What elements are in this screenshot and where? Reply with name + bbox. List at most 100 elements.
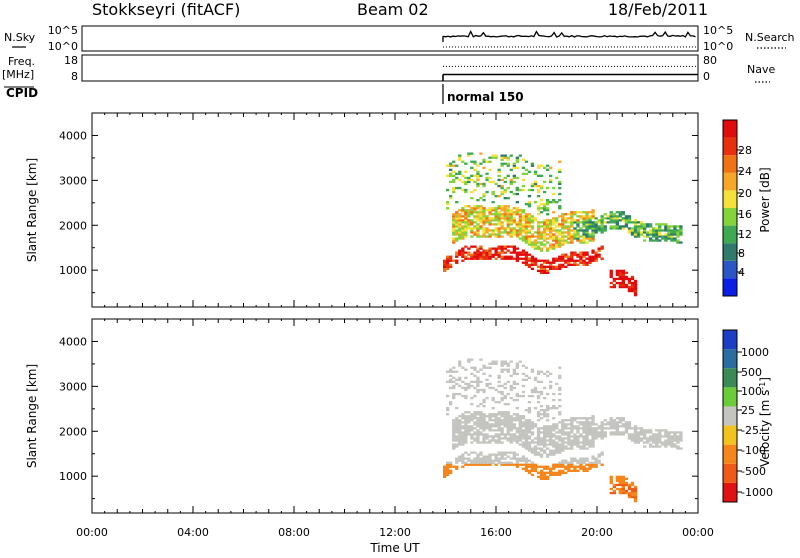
- velocity-cell: [503, 411, 507, 414]
- power-cell: [643, 239, 647, 242]
- velocity-cell: [485, 461, 489, 464]
- power-cell: [473, 205, 477, 208]
- velocity-cell: [461, 435, 465, 438]
- velocity-cell: [555, 407, 559, 410]
- power-x-ticks: [91, 113, 699, 307]
- power-cell: [570, 225, 574, 228]
- power-cell: [627, 231, 632, 234]
- power-cell: [643, 225, 647, 228]
- power-cell: [552, 245, 556, 248]
- velocity-cell: [461, 439, 465, 442]
- power-cell: [473, 215, 477, 218]
- velocity-cell: [630, 495, 635, 499]
- power-cell: [524, 253, 529, 256]
- power-cell: [473, 209, 477, 212]
- velocity-cell: [612, 427, 616, 430]
- velocity-cell: [567, 431, 571, 434]
- velocity-cell: [649, 445, 653, 448]
- power-cell: [467, 227, 471, 230]
- velocity-cell: [627, 425, 632, 428]
- power-cell: [527, 203, 532, 206]
- power-cell: [621, 275, 625, 279]
- power-cell: [585, 223, 589, 226]
- power-cell: [485, 176, 489, 180]
- velocity-cell: [455, 467, 459, 470]
- velocity-cell: [612, 431, 616, 434]
- velocity-cell: [473, 421, 477, 424]
- power-cell: [543, 209, 547, 212]
- power-cell: [543, 207, 547, 210]
- power-cell: [482, 166, 486, 169]
- velocity-cell: [530, 469, 535, 472]
- power-cell: [570, 251, 574, 254]
- velocity-cell: [509, 396, 513, 400]
- velocity-cell: [530, 368, 535, 371]
- power-cell: [597, 227, 601, 230]
- power-cell: [536, 259, 541, 262]
- velocity-cell: [676, 439, 680, 442]
- velocity-cell: [646, 439, 650, 442]
- colorbar-swatch: [723, 278, 737, 296]
- velocity-cell: [467, 453, 471, 456]
- power-cell: [543, 235, 547, 238]
- velocity-cell: [458, 443, 462, 446]
- power-cell: [494, 247, 498, 250]
- power-cell: [588, 219, 592, 222]
- power-cell: [509, 209, 513, 212]
- velocity-cell: [543, 467, 547, 470]
- power-cell: [500, 184, 504, 188]
- power-cell: [470, 152, 474, 155]
- power-cell: [479, 257, 483, 260]
- power-cell: [552, 192, 556, 196]
- velocity-cell: [443, 469, 447, 472]
- velocity-cell: [664, 435, 668, 438]
- power-cell: [536, 225, 541, 228]
- velocity-cell: [530, 461, 535, 464]
- velocity-cell: [543, 441, 547, 444]
- power-cell: [524, 259, 529, 262]
- power-cell: [524, 219, 529, 222]
- power-cell: [500, 154, 504, 157]
- velocity-cell: [482, 366, 486, 369]
- velocity-cell: [543, 435, 547, 438]
- velocity-cell: [485, 459, 489, 462]
- velocity-cell: [549, 433, 553, 436]
- velocity-cell: [527, 449, 532, 452]
- power-cell: [512, 192, 516, 196]
- velocity-cell: [476, 439, 480, 442]
- power-cell: [561, 259, 565, 262]
- velocity-cell: [509, 433, 513, 436]
- power-cell: [652, 233, 656, 236]
- power-cell: [467, 253, 471, 256]
- velocity-cell: [552, 443, 556, 446]
- velocity-cell: [521, 423, 526, 426]
- power-cell: [582, 219, 586, 222]
- velocity-cell: [494, 429, 498, 432]
- power-cell: [524, 233, 529, 236]
- power-frame: [91, 112, 699, 308]
- power-cell: [461, 251, 465, 254]
- velocity-cell: [576, 461, 580, 464]
- power-cell: [473, 160, 477, 163]
- velocity-cell: [500, 455, 504, 458]
- velocity-cell: [449, 465, 453, 468]
- power-cell: [470, 197, 474, 200]
- power-cell: [643, 229, 647, 232]
- power-cell: [530, 259, 535, 262]
- velocity-cell: [636, 441, 641, 444]
- velocity-cell: [509, 388, 513, 392]
- velocity-cell: [552, 392, 556, 396]
- power-cell: [582, 261, 586, 264]
- velocity-cell: [549, 437, 553, 440]
- colorbar-swatch: [723, 137, 737, 156]
- velocity-cell: [652, 433, 656, 436]
- power-cell: [527, 229, 532, 232]
- freq-tick-bottom: 8: [71, 70, 78, 83]
- velocity-cell: [491, 453, 495, 456]
- velocity-cell: [564, 471, 568, 474]
- velocity-cell: [497, 417, 501, 420]
- power-cell: [497, 178, 501, 182]
- velocity-cell: [555, 423, 559, 426]
- power-cell: [676, 239, 680, 242]
- power-cell: [491, 192, 495, 196]
